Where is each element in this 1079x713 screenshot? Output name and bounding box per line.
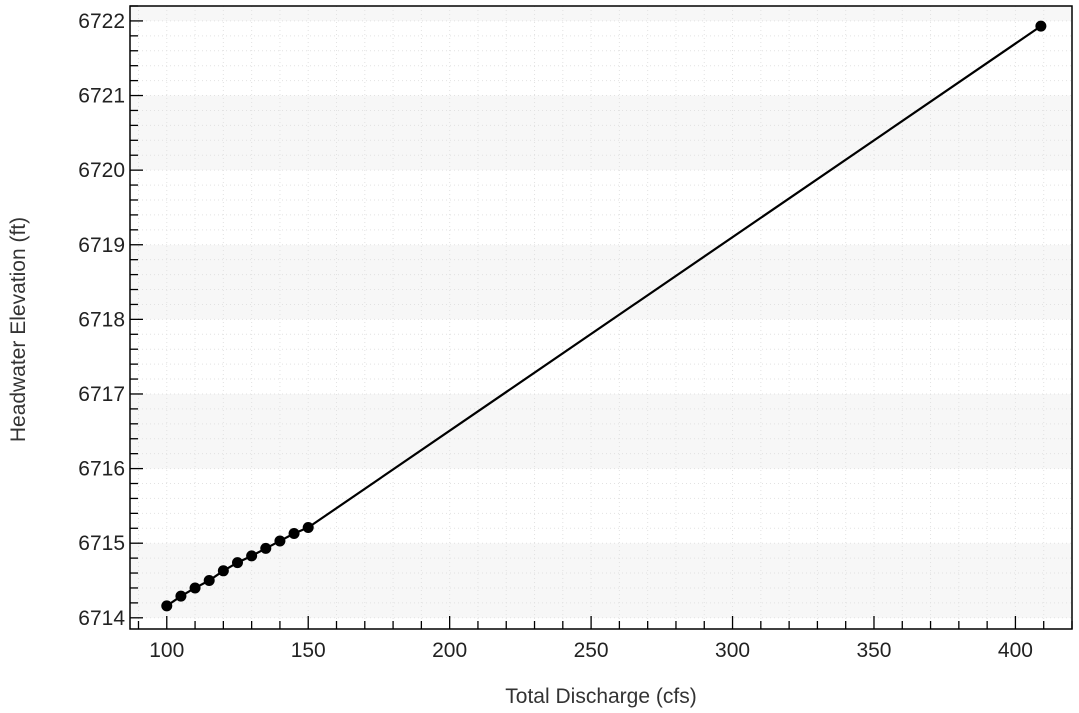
data-point [246,550,258,562]
data-point [231,557,243,569]
plot-band [130,617,1072,629]
y-axis-title: Headwater Elevation (ft) [7,217,30,442]
x-tick-label: 200 [432,639,467,662]
y-tick-labels: 6714 6715 6716 6717 6718 6719 6720 6721 6722 [78,10,125,630]
x-axis-title: Total Discharge (cfs) [505,685,696,708]
plot-band [130,393,1072,469]
y-tick-label: 6716 [78,458,125,481]
x-axis-ticks [137,616,1073,629]
plot-band [130,244,1072,320]
plot-band [130,319,1072,394]
data-point [175,590,187,602]
x-tick-label: 250 [574,639,609,662]
y-tick-label: 6722 [78,10,125,33]
data-point [189,582,201,594]
plot-band [130,543,1072,618]
y-tick-label: 6714 [78,607,125,630]
plot-background-bands [130,6,1072,629]
y-tick-label: 6718 [78,308,125,331]
data-point [260,542,272,554]
y-tick-label: 6719 [78,234,125,257]
plot-band [130,20,1072,96]
data-point [217,565,229,577]
y-tick-label: 6721 [78,85,125,108]
y-tick-label: 6717 [78,383,125,406]
data-point [1035,20,1047,32]
x-tick-label: 400 [998,639,1033,662]
x-tick-label: 150 [291,639,326,662]
plot-band [130,170,1072,245]
x-tick-label: 300 [715,639,750,662]
plot-frame [129,5,1073,630]
series-group [161,20,1047,612]
data-point [161,600,173,612]
plot-band [130,95,1072,171]
plot-band [130,468,1072,544]
y-tick-label: 6720 [78,159,125,182]
data-point [203,575,215,587]
x-tick-label: 350 [856,639,891,662]
plot-band [130,6,1072,21]
y-tick-label: 6715 [78,532,125,555]
data-point [302,522,314,534]
x-tick-label: 100 [149,639,184,662]
data-point [274,535,286,547]
data-point [288,527,300,539]
y-axis-ticks [130,5,143,619]
x-tick-labels: 100 150 200 250 300 350 400 [149,639,1033,662]
